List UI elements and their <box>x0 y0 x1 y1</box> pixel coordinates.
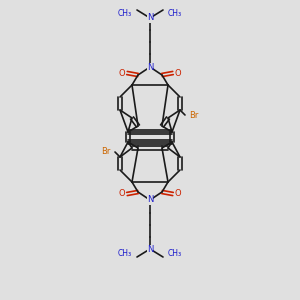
Text: O: O <box>119 190 125 199</box>
Text: CH₃: CH₃ <box>118 250 132 259</box>
Text: Br: Br <box>189 110 199 119</box>
Text: CH₃: CH₃ <box>118 8 132 17</box>
Text: O: O <box>175 190 181 199</box>
Text: N: N <box>147 244 153 253</box>
Text: CH₃: CH₃ <box>168 250 182 259</box>
Text: O: O <box>119 68 125 77</box>
Text: N: N <box>147 62 153 71</box>
Text: O: O <box>175 68 181 77</box>
Text: Br: Br <box>101 148 111 157</box>
Text: N: N <box>147 14 153 22</box>
Text: N: N <box>147 196 153 205</box>
Text: CH₃: CH₃ <box>168 8 182 17</box>
